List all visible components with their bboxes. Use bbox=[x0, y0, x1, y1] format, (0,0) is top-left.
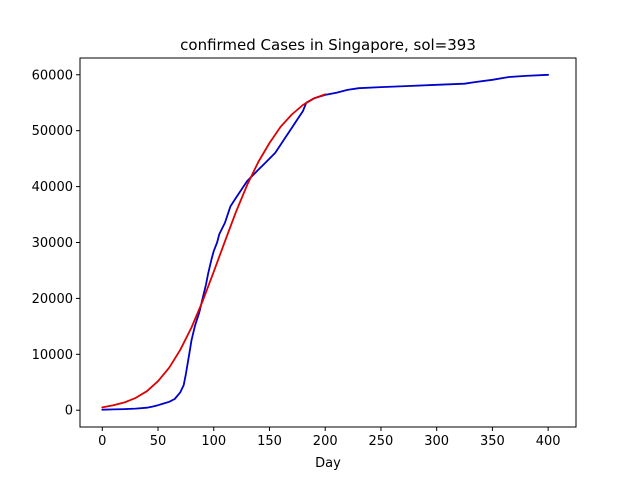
chart-title: confirmed Cases in Singapore, sol=393 bbox=[180, 36, 476, 54]
x-tick-label: 150 bbox=[257, 434, 282, 449]
y-tick-label: 60000 bbox=[32, 68, 73, 83]
y-tick-label: 20000 bbox=[32, 292, 73, 307]
series-line-1 bbox=[101, 73, 549, 411]
x-tick-label: 100 bbox=[201, 434, 226, 449]
x-tick-label: 50 bbox=[150, 434, 167, 449]
y-tick-label: 30000 bbox=[32, 236, 73, 251]
x-tick-label: 250 bbox=[369, 434, 394, 449]
x-tick-label: 200 bbox=[313, 434, 338, 449]
x-axis-label: Day bbox=[315, 456, 341, 471]
x-tick-label: 350 bbox=[480, 434, 505, 449]
x-tick-label: 0 bbox=[98, 434, 106, 449]
y-tick-label: 0 bbox=[65, 404, 73, 419]
x-tick-label: 400 bbox=[536, 434, 561, 449]
series-layer bbox=[101, 73, 549, 411]
plot-frame bbox=[79, 57, 577, 428]
series-line-2 bbox=[101, 93, 327, 409]
y-tick-label: 40000 bbox=[32, 180, 73, 195]
x-tick-label: 300 bbox=[424, 434, 449, 449]
ticks-layer: 0 50 100 150 200 250 300 350 400 0 10000 20000 30000… bbox=[32, 68, 561, 449]
y-tick-label: 10000 bbox=[32, 348, 73, 363]
y-tick-label: 50000 bbox=[32, 124, 73, 139]
